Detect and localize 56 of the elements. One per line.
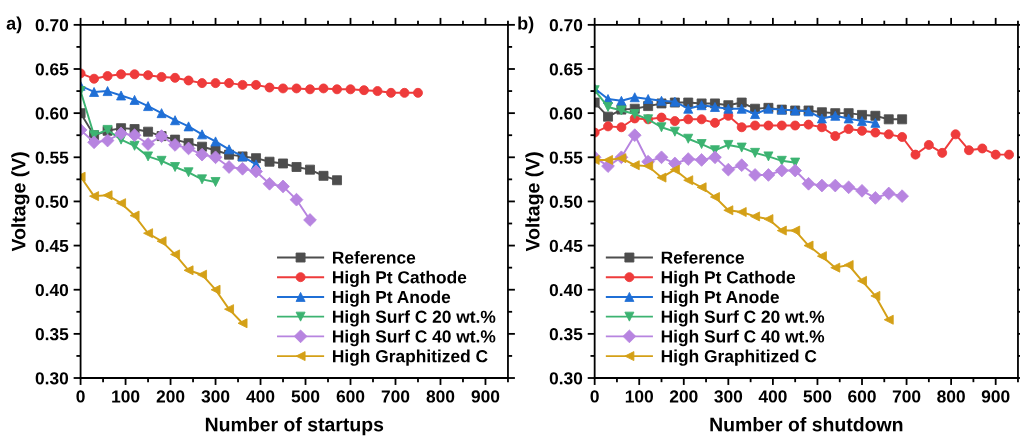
x-tick-label: 900: [471, 390, 500, 403]
y-tick-label: 0.50: [549, 195, 583, 208]
legend-label: High Graphitized C: [332, 349, 488, 366]
x-tick-label: 200: [156, 390, 185, 403]
x-tick-label: 400: [758, 390, 787, 403]
x-tick-label: 200: [669, 390, 698, 403]
legend-label: High Pt Anode: [661, 290, 779, 307]
y-tick-label: 0.45: [35, 239, 69, 253]
y-tick-label: 0.40: [549, 283, 583, 297]
y-tick-label: 0.30: [549, 372, 583, 385]
y-tick-label: 0.60: [549, 107, 583, 120]
x-tick-label: 0: [590, 390, 599, 403]
x-tick-label: 800: [937, 390, 965, 403]
chart-title: b): [518, 16, 534, 34]
legend-label: High Surf C 20 wt.%: [661, 310, 825, 327]
legend-label: Reference: [661, 251, 744, 264]
x-axis-title: Number of startups: [205, 417, 384, 436]
legend-label: High Pt Cathode: [332, 270, 467, 287]
x-tick-label: 700: [892, 390, 921, 403]
legend-label: High Pt Cathode: [661, 270, 796, 287]
y-tick-label: 0.65: [35, 63, 69, 76]
x-tick-label: 0: [76, 390, 85, 403]
x-tick-label: 300: [201, 390, 230, 403]
y-tick-label: 0.35: [35, 328, 69, 341]
x-tick-label: 100: [625, 390, 653, 403]
y-tick-label: 0.65: [549, 63, 583, 76]
x-tick-label: 500: [803, 390, 832, 403]
x-tick-label: 900: [981, 390, 1010, 403]
y-tick-label: 0.50: [35, 195, 69, 208]
y-tick-label: 0.45: [549, 239, 583, 253]
chart-title: a): [6, 16, 22, 34]
y-tick-label: 0.40: [35, 283, 69, 297]
y-tick-label: 0.30: [35, 372, 69, 385]
x-axis-title: Number of shutdown: [710, 417, 903, 432]
y-tick-label: 0.70: [35, 19, 69, 32]
x-tick-label: 600: [848, 390, 876, 403]
y-tick-label: 0.35: [549, 328, 583, 341]
x-tick-label: 400: [246, 390, 275, 403]
x-tick-label: 100: [112, 390, 140, 403]
x-tick-label: 700: [381, 390, 410, 403]
legend-label: High Graphitized C: [661, 349, 817, 366]
y-axis-title: Voltage (V): [525, 152, 544, 252]
y-tick-label: 0.55: [549, 151, 583, 164]
x-tick-label: 300: [714, 390, 743, 403]
x-tick-label: 500: [291, 390, 320, 403]
legend-label: High Surf C 20 wt.%: [332, 310, 496, 327]
y-axis-title: Voltage (V): [11, 152, 30, 252]
legend-label: High Surf C 40 wt.%: [332, 329, 496, 347]
y-tick-label: 0.60: [35, 107, 69, 120]
y-tick-label: 0.55: [35, 151, 69, 164]
legend-label: High Pt Anode: [332, 290, 451, 307]
x-tick-label: 600: [336, 390, 365, 403]
y-tick-label: 0.70: [549, 19, 583, 32]
legend-label: High Surf C 40 wt.%: [661, 329, 825, 347]
legend-label: Reference: [332, 251, 416, 264]
x-tick-label: 800: [426, 390, 455, 403]
